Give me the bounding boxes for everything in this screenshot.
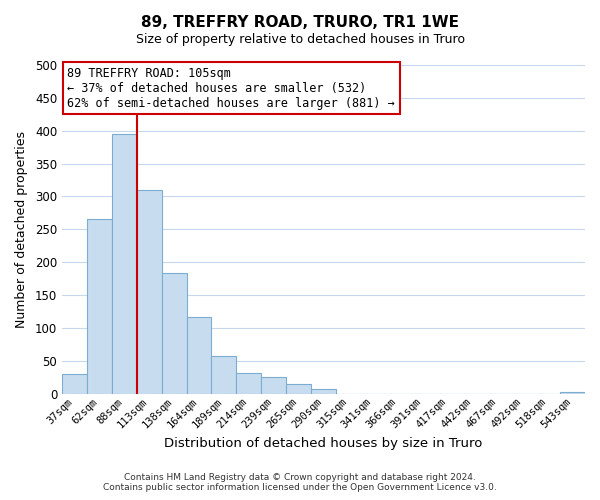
Bar [286, 384, 311, 394]
Bar [137, 190, 161, 394]
Bar [211, 356, 236, 394]
Text: Contains HM Land Registry data © Crown copyright and database right 2024.
Contai: Contains HM Land Registry data © Crown c… [103, 473, 497, 492]
Bar [87, 220, 112, 394]
Bar [187, 317, 211, 394]
Bar [62, 374, 87, 394]
X-axis label: Distribution of detached houses by size in Truro: Distribution of detached houses by size … [164, 437, 483, 450]
Text: 89 TREFFRY ROAD: 105sqm
← 37% of detached houses are smaller (532)
62% of semi-d: 89 TREFFRY ROAD: 105sqm ← 37% of detache… [67, 66, 395, 110]
Bar [311, 389, 336, 394]
Bar [560, 392, 585, 394]
Text: 89, TREFFRY ROAD, TRURO, TR1 1WE: 89, TREFFRY ROAD, TRURO, TR1 1WE [141, 15, 459, 30]
Bar [236, 372, 261, 394]
Bar [261, 378, 286, 394]
Bar [112, 134, 137, 394]
Text: Size of property relative to detached houses in Truro: Size of property relative to detached ho… [136, 32, 464, 46]
Y-axis label: Number of detached properties: Number of detached properties [15, 131, 28, 328]
Bar [161, 274, 187, 394]
